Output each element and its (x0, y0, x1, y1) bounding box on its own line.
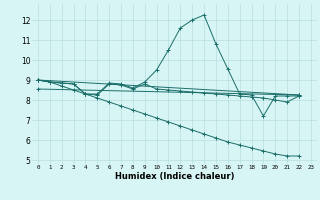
X-axis label: Humidex (Indice chaleur): Humidex (Indice chaleur) (115, 172, 234, 181)
